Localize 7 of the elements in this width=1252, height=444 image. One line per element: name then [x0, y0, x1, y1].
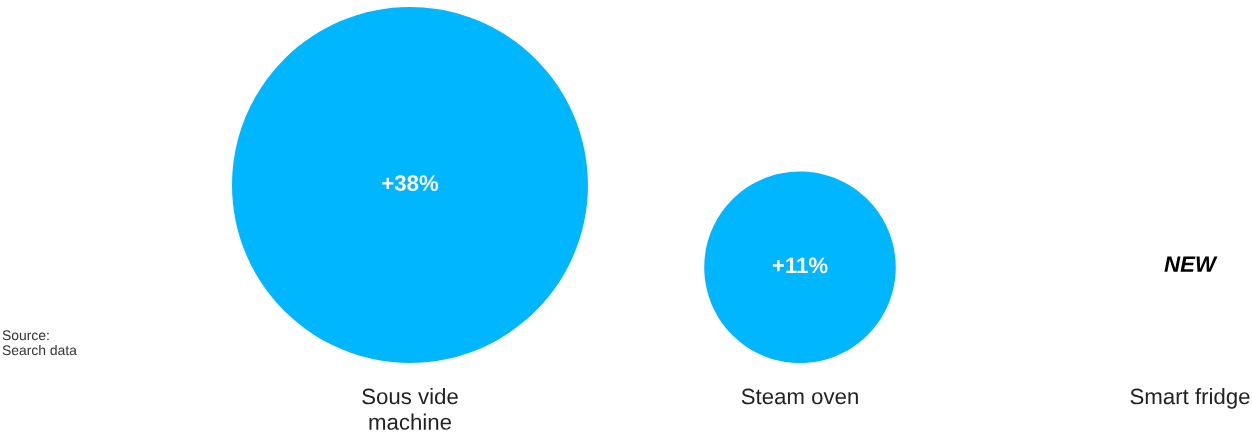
data-label: +38% — [382, 175, 439, 191]
category-label: Sous vide machine — [362, 388, 458, 430]
data-label: +11% — [772, 257, 828, 274]
data-label: NEW — [1164, 256, 1218, 272]
source-note: Source: Search data — [2, 330, 77, 356]
category-label: Smart fridge — [1130, 388, 1250, 409]
category-label: Steam oven — [741, 388, 858, 405]
